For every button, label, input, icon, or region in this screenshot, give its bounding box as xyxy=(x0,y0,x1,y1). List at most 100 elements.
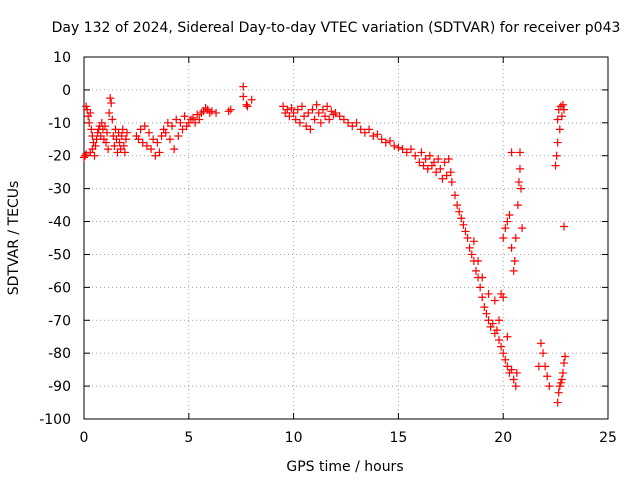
data-point xyxy=(316,118,325,127)
data-point xyxy=(91,141,100,150)
x-axis-label: GPS time / hours xyxy=(286,459,403,475)
data-point xyxy=(552,151,561,160)
data-point xyxy=(419,161,428,170)
data-point xyxy=(511,234,520,242)
data-point xyxy=(312,100,321,109)
data-point xyxy=(300,112,309,121)
data-point xyxy=(411,151,420,160)
data-point xyxy=(134,135,143,144)
data-point xyxy=(110,141,119,150)
data-point xyxy=(170,145,179,154)
data-point xyxy=(514,178,523,187)
data-point xyxy=(511,382,520,391)
data-point xyxy=(484,316,493,325)
data-point xyxy=(501,224,510,233)
data-point xyxy=(503,217,512,226)
x-tick-label: 5 xyxy=(184,430,193,446)
data-point xyxy=(178,125,187,134)
data-point xyxy=(87,125,96,134)
data-point xyxy=(554,388,563,397)
data-point xyxy=(446,168,455,177)
data-point xyxy=(174,131,183,140)
data-point xyxy=(447,178,456,187)
data-point xyxy=(115,138,124,147)
data-point xyxy=(432,168,441,177)
data-point xyxy=(136,125,145,134)
data-point xyxy=(151,151,160,160)
data-point xyxy=(103,128,112,137)
data-point xyxy=(81,151,90,160)
data-point xyxy=(304,108,313,117)
data-point xyxy=(321,112,330,121)
data-point xyxy=(239,92,248,101)
data-point xyxy=(442,171,451,180)
plot-frame xyxy=(83,56,609,420)
data-point xyxy=(492,326,501,335)
data-point xyxy=(283,105,292,114)
data-point xyxy=(147,145,156,154)
data-point xyxy=(287,104,296,113)
data-point xyxy=(120,148,129,157)
data-point xyxy=(279,102,288,111)
data-point xyxy=(226,105,235,114)
data-point xyxy=(509,266,518,275)
data-point xyxy=(499,349,508,358)
x-tick-label: 0 xyxy=(80,430,89,446)
data-point xyxy=(176,118,185,127)
data-point xyxy=(515,148,524,157)
data-point xyxy=(314,108,323,117)
data-point xyxy=(465,243,474,252)
data-point xyxy=(302,122,311,131)
data-point xyxy=(417,148,426,157)
y-tick-label: 10 xyxy=(53,50,71,66)
data-point xyxy=(291,115,300,124)
data-point xyxy=(484,289,493,298)
data-point xyxy=(543,372,552,381)
data-point xyxy=(557,112,566,121)
data-point xyxy=(515,164,524,173)
data-point xyxy=(478,293,487,302)
data-point xyxy=(518,224,527,233)
data-point xyxy=(243,102,252,111)
data-point xyxy=(490,296,499,305)
data-point xyxy=(369,131,378,140)
data-point xyxy=(423,164,432,173)
data-point xyxy=(482,309,491,318)
y-tick-label: -30 xyxy=(48,182,71,198)
chart-title: Day 132 of 2024, Sidereal Day-to-day VTE… xyxy=(52,20,621,36)
data-point xyxy=(505,210,514,219)
data-point xyxy=(106,94,115,103)
data-point xyxy=(335,112,344,121)
data-point xyxy=(553,138,562,147)
data-point xyxy=(247,95,256,104)
data-point xyxy=(323,102,332,111)
data-point xyxy=(551,161,560,170)
data-point xyxy=(142,141,151,150)
data-point xyxy=(453,201,462,210)
data-point xyxy=(559,105,568,114)
grid xyxy=(84,57,608,419)
data-point xyxy=(510,257,519,266)
data-point xyxy=(471,266,480,275)
data-point xyxy=(224,107,233,116)
data-point xyxy=(344,118,353,127)
data-point xyxy=(555,382,564,391)
data-point xyxy=(390,141,399,150)
data-point xyxy=(165,135,174,144)
y-tick-label: -40 xyxy=(48,215,71,231)
data-point xyxy=(438,174,447,183)
data-point xyxy=(415,158,424,167)
y-tick-label: -50 xyxy=(48,247,71,263)
data-point xyxy=(193,110,202,119)
data-point xyxy=(394,143,403,152)
data-point xyxy=(539,349,548,358)
data-point xyxy=(121,135,130,144)
data-point xyxy=(149,135,158,144)
data-point xyxy=(463,234,472,242)
data-point xyxy=(450,191,459,200)
data-point xyxy=(425,151,434,160)
data-point xyxy=(507,243,516,252)
data-point xyxy=(117,131,126,140)
data-point xyxy=(180,112,189,121)
